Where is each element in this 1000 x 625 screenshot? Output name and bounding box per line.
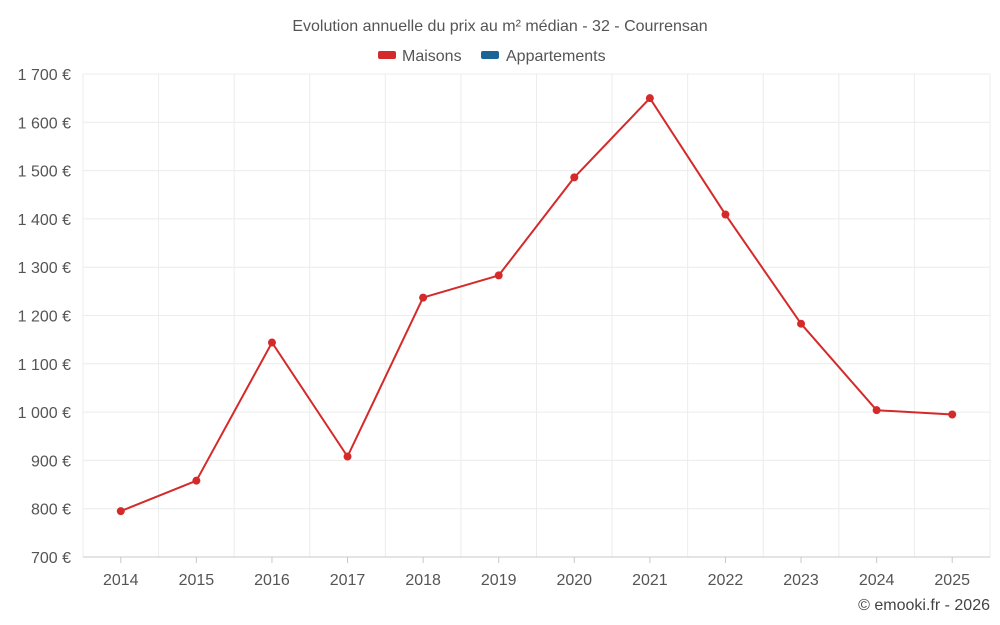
data-point[interactable] <box>192 476 201 485</box>
data-point[interactable] <box>267 338 276 347</box>
legend-swatch-maisons <box>378 51 396 59</box>
series-maisons <box>116 94 957 516</box>
axes <box>83 556 990 563</box>
legend-label-maisons: Maisons <box>402 48 462 65</box>
data-point[interactable] <box>645 94 654 103</box>
y-axis-ticks: 700 € 800 € 900 € 1 000 € 1 100 € 1 200 € 1 30… <box>18 67 71 567</box>
series-line <box>120 97 953 513</box>
x-tick-label: 2024 <box>859 572 895 589</box>
legend-swatch-appartements <box>481 51 499 59</box>
y-tick-label: 1 600 € <box>18 115 71 132</box>
data-point[interactable] <box>419 293 428 302</box>
x-axis-ticks: 2014 2015 2016 2017 2018 2019 2020 2021 2022 2023… <box>103 572 970 589</box>
x-tick-label: 2022 <box>708 572 744 589</box>
y-tick-label: 700 € <box>31 550 71 567</box>
y-tick-label: 1 000 € <box>18 405 71 422</box>
x-tick-label: 2025 <box>934 572 970 589</box>
legend-item-appartements[interactable]: Appartements <box>481 48 606 65</box>
x-tick-label: 2017 <box>330 572 366 589</box>
data-point[interactable] <box>116 507 125 516</box>
legend-item-maisons[interactable]: Maisons <box>378 48 462 65</box>
gridlines <box>82 73 991 557</box>
data-point[interactable] <box>343 452 352 461</box>
y-tick-label: 800 € <box>31 502 71 519</box>
y-tick-label: 1 200 € <box>18 309 71 326</box>
legend-label-appartements: Appartements <box>506 48 606 65</box>
x-tick-label: 2018 <box>405 572 441 589</box>
x-tick-label: 2015 <box>179 572 215 589</box>
y-tick-label: 900 € <box>31 453 71 470</box>
legend: Maisons Appartements <box>378 48 606 65</box>
x-tick-label: 2023 <box>783 572 819 589</box>
x-tick-label: 2020 <box>556 572 592 589</box>
data-point[interactable] <box>797 319 806 328</box>
y-tick-label: 1 700 € <box>18 67 71 84</box>
data-point[interactable] <box>570 173 579 182</box>
y-tick-label: 1 400 € <box>18 212 71 229</box>
data-point[interactable] <box>494 271 503 280</box>
chart-title: Evolution annuelle du prix au m² médian … <box>292 18 707 35</box>
data-point[interactable] <box>948 410 957 419</box>
data-point[interactable] <box>721 210 730 219</box>
data-point[interactable] <box>872 406 881 415</box>
x-tick-label: 2021 <box>632 572 668 589</box>
credit-text: © emooki.fr - 2026 <box>858 597 990 614</box>
y-tick-label: 1 300 € <box>18 260 71 277</box>
y-tick-label: 1 100 € <box>18 357 71 374</box>
x-tick-label: 2016 <box>254 572 290 589</box>
x-tick-label: 2019 <box>481 572 517 589</box>
x-tick-label: 2014 <box>103 572 139 589</box>
y-tick-label: 1 500 € <box>18 164 71 181</box>
